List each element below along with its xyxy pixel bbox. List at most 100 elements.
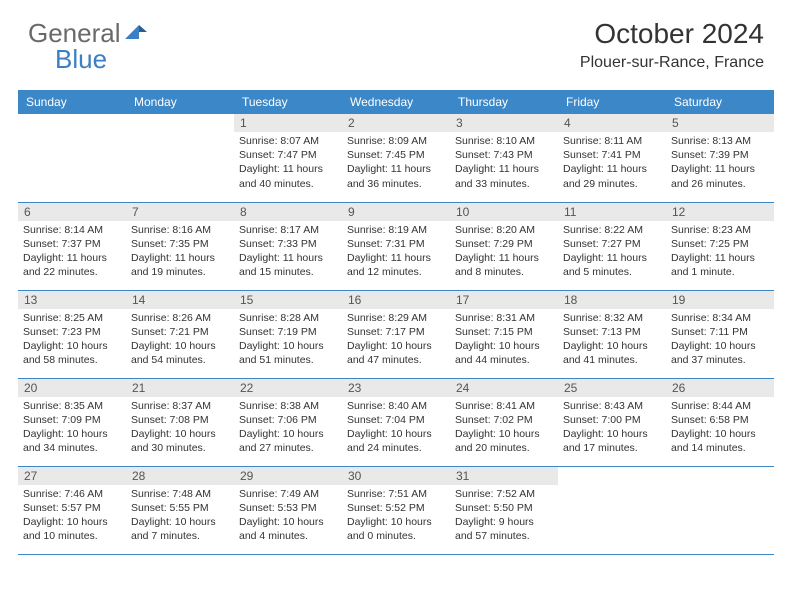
day-number: 7 xyxy=(126,203,234,221)
sunset-line: Sunset: 7:15 PM xyxy=(455,325,553,339)
daylight-line: Daylight: 10 hours and 10 minutes. xyxy=(23,515,121,543)
sunset-line: Sunset: 5:52 PM xyxy=(347,501,445,515)
day-cell: 5Sunrise: 8:13 AMSunset: 7:39 PMDaylight… xyxy=(666,114,774,202)
daylight-line: Daylight: 11 hours and 12 minutes. xyxy=(347,251,445,279)
sunset-line: Sunset: 5:55 PM xyxy=(131,501,229,515)
day-cell: 4Sunrise: 8:11 AMSunset: 7:41 PMDaylight… xyxy=(558,114,666,202)
sunrise-line: Sunrise: 8:44 AM xyxy=(671,399,769,413)
sunrise-line: Sunrise: 8:20 AM xyxy=(455,223,553,237)
week-row: 20Sunrise: 8:35 AMSunset: 7:09 PMDayligh… xyxy=(18,378,774,466)
sunset-line: Sunset: 6:58 PM xyxy=(671,413,769,427)
daylight-line: Daylight: 10 hours and 14 minutes. xyxy=(671,427,769,455)
dow-sunday: Sunday xyxy=(18,90,126,114)
day-content: Sunrise: 8:25 AMSunset: 7:23 PMDaylight:… xyxy=(18,309,126,372)
sunrise-line: Sunrise: 7:48 AM xyxy=(131,487,229,501)
day-number: 31 xyxy=(450,467,558,485)
daylight-line: Daylight: 10 hours and 30 minutes. xyxy=(131,427,229,455)
calendar-body: 1Sunrise: 8:07 AMSunset: 7:47 PMDaylight… xyxy=(18,114,774,554)
day-cell: 31Sunrise: 7:52 AMSunset: 5:50 PMDayligh… xyxy=(450,466,558,554)
daylight-line: Daylight: 11 hours and 22 minutes. xyxy=(23,251,121,279)
sunrise-line: Sunrise: 8:29 AM xyxy=(347,311,445,325)
dow-row: SundayMondayTuesdayWednesdayThursdayFrid… xyxy=(18,90,774,114)
day-number: 22 xyxy=(234,379,342,397)
daylight-line: Daylight: 11 hours and 40 minutes. xyxy=(239,162,337,190)
day-cell: 1Sunrise: 8:07 AMSunset: 7:47 PMDaylight… xyxy=(234,114,342,202)
daylight-line: Daylight: 10 hours and 4 minutes. xyxy=(239,515,337,543)
sunset-line: Sunset: 7:23 PM xyxy=(23,325,121,339)
daylight-line: Daylight: 10 hours and 20 minutes. xyxy=(455,427,553,455)
week-row: 6Sunrise: 8:14 AMSunset: 7:37 PMDaylight… xyxy=(18,202,774,290)
day-content: Sunrise: 8:20 AMSunset: 7:29 PMDaylight:… xyxy=(450,221,558,284)
sunrise-line: Sunrise: 8:41 AM xyxy=(455,399,553,413)
dow-wednesday: Wednesday xyxy=(342,90,450,114)
day-content xyxy=(126,132,234,138)
day-cell: 3Sunrise: 8:10 AMSunset: 7:43 PMDaylight… xyxy=(450,114,558,202)
day-cell: 14Sunrise: 8:26 AMSunset: 7:21 PMDayligh… xyxy=(126,290,234,378)
daylight-line: Daylight: 11 hours and 29 minutes. xyxy=(563,162,661,190)
day-number: 15 xyxy=(234,291,342,309)
sunrise-line: Sunrise: 8:35 AM xyxy=(23,399,121,413)
day-number: 11 xyxy=(558,203,666,221)
daylight-line: Daylight: 11 hours and 26 minutes. xyxy=(671,162,769,190)
daylight-line: Daylight: 10 hours and 41 minutes. xyxy=(563,339,661,367)
day-number: 29 xyxy=(234,467,342,485)
day-cell: 24Sunrise: 8:41 AMSunset: 7:02 PMDayligh… xyxy=(450,378,558,466)
day-content: Sunrise: 8:38 AMSunset: 7:06 PMDaylight:… xyxy=(234,397,342,460)
sunset-line: Sunset: 7:29 PM xyxy=(455,237,553,251)
day-number: 5 xyxy=(666,114,774,132)
sunset-line: Sunset: 7:09 PM xyxy=(23,413,121,427)
dow-saturday: Saturday xyxy=(666,90,774,114)
day-content: Sunrise: 8:07 AMSunset: 7:47 PMDaylight:… xyxy=(234,132,342,195)
sunrise-line: Sunrise: 8:13 AM xyxy=(671,134,769,148)
day-cell xyxy=(126,114,234,202)
day-content: Sunrise: 8:34 AMSunset: 7:11 PMDaylight:… xyxy=(666,309,774,372)
day-content: Sunrise: 8:29 AMSunset: 7:17 PMDaylight:… xyxy=(342,309,450,372)
daylight-line: Daylight: 10 hours and 7 minutes. xyxy=(131,515,229,543)
day-cell: 17Sunrise: 8:31 AMSunset: 7:15 PMDayligh… xyxy=(450,290,558,378)
daylight-line: Daylight: 10 hours and 27 minutes. xyxy=(239,427,337,455)
dow-thursday: Thursday xyxy=(450,90,558,114)
day-number: 28 xyxy=(126,467,234,485)
sunset-line: Sunset: 7:02 PM xyxy=(455,413,553,427)
day-content: Sunrise: 8:22 AMSunset: 7:27 PMDaylight:… xyxy=(558,221,666,284)
day-cell: 8Sunrise: 8:17 AMSunset: 7:33 PMDaylight… xyxy=(234,202,342,290)
day-number: 23 xyxy=(342,379,450,397)
sunset-line: Sunset: 5:57 PM xyxy=(23,501,121,515)
sunrise-line: Sunrise: 7:46 AM xyxy=(23,487,121,501)
day-number: 25 xyxy=(558,379,666,397)
day-number: 3 xyxy=(450,114,558,132)
logo-icon xyxy=(125,21,147,46)
daylight-line: Daylight: 10 hours and 54 minutes. xyxy=(131,339,229,367)
day-number: 27 xyxy=(18,467,126,485)
day-content: Sunrise: 8:37 AMSunset: 7:08 PMDaylight:… xyxy=(126,397,234,460)
day-number: 30 xyxy=(342,467,450,485)
sunrise-line: Sunrise: 7:49 AM xyxy=(239,487,337,501)
day-content: Sunrise: 7:52 AMSunset: 5:50 PMDaylight:… xyxy=(450,485,558,548)
day-content: Sunrise: 8:31 AMSunset: 7:15 PMDaylight:… xyxy=(450,309,558,372)
sunset-line: Sunset: 7:27 PM xyxy=(563,237,661,251)
sunset-line: Sunset: 7:04 PM xyxy=(347,413,445,427)
day-cell: 6Sunrise: 8:14 AMSunset: 7:37 PMDaylight… xyxy=(18,202,126,290)
day-cell: 22Sunrise: 8:38 AMSunset: 7:06 PMDayligh… xyxy=(234,378,342,466)
day-content: Sunrise: 8:28 AMSunset: 7:19 PMDaylight:… xyxy=(234,309,342,372)
dow-monday: Monday xyxy=(126,90,234,114)
sunrise-line: Sunrise: 8:09 AM xyxy=(347,134,445,148)
day-content: Sunrise: 7:48 AMSunset: 5:55 PMDaylight:… xyxy=(126,485,234,548)
daylight-line: Daylight: 10 hours and 58 minutes. xyxy=(23,339,121,367)
daylight-line: Daylight: 11 hours and 1 minute. xyxy=(671,251,769,279)
day-number: 18 xyxy=(558,291,666,309)
day-number: 17 xyxy=(450,291,558,309)
day-number: 8 xyxy=(234,203,342,221)
day-content: Sunrise: 8:13 AMSunset: 7:39 PMDaylight:… xyxy=(666,132,774,195)
day-cell: 9Sunrise: 8:19 AMSunset: 7:31 PMDaylight… xyxy=(342,202,450,290)
calendar-table: SundayMondayTuesdayWednesdayThursdayFrid… xyxy=(18,90,774,555)
day-number: 19 xyxy=(666,291,774,309)
day-content: Sunrise: 8:10 AMSunset: 7:43 PMDaylight:… xyxy=(450,132,558,195)
sunset-line: Sunset: 7:39 PM xyxy=(671,148,769,162)
sunrise-line: Sunrise: 8:07 AM xyxy=(239,134,337,148)
header: General October 2024 Plouer-sur-Rance, F… xyxy=(0,0,792,80)
daylight-line: Daylight: 11 hours and 15 minutes. xyxy=(239,251,337,279)
day-cell: 11Sunrise: 8:22 AMSunset: 7:27 PMDayligh… xyxy=(558,202,666,290)
day-cell: 19Sunrise: 8:34 AMSunset: 7:11 PMDayligh… xyxy=(666,290,774,378)
daylight-line: Daylight: 11 hours and 19 minutes. xyxy=(131,251,229,279)
